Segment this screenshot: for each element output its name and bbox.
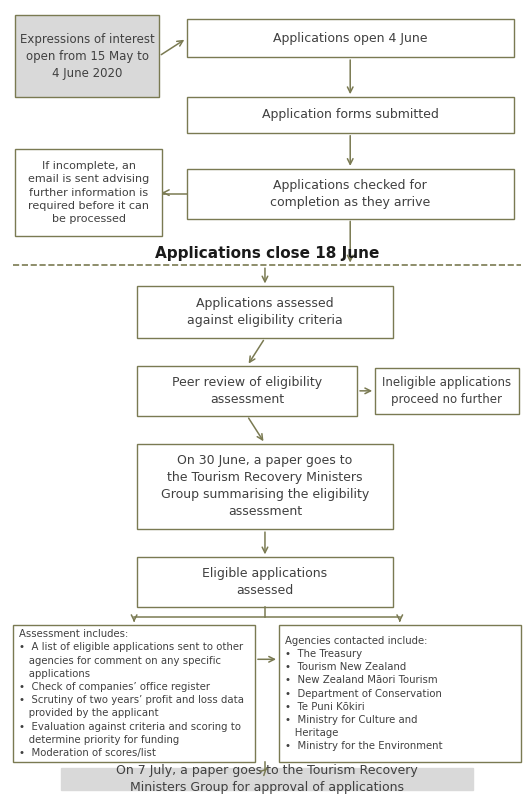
Text: Applications open 4 June: Applications open 4 June	[273, 32, 427, 45]
Bar	[137, 286, 393, 338]
Text: Applications checked for
completion as they arrive: Applications checked for completion as t…	[270, 178, 430, 209]
Bar	[187, 169, 514, 218]
Bar	[15, 15, 159, 97]
Bar	[13, 625, 255, 762]
Text: Expressions of interest
open from 15 May to
4 June 2020: Expressions of interest open from 15 May…	[20, 33, 154, 80]
Bar	[187, 19, 514, 57]
Bar	[375, 368, 519, 414]
Bar	[137, 444, 393, 530]
Text: Agencies contacted include:
•  The Treasury
•  Tourism New Zealand
•  New Zealan: Agencies contacted include: • The Treasu…	[285, 636, 443, 751]
Text: If incomplete, an
email is sent advising
further information is
required before : If incomplete, an email is sent advising…	[28, 162, 149, 224]
Text: Eligible applications
assessed: Eligible applications assessed	[202, 567, 328, 597]
Text: On 7 July, a paper goes to the Tourism Recovery
Ministers Group for approval of : On 7 July, a paper goes to the Tourism R…	[116, 764, 418, 794]
Bar	[279, 625, 521, 762]
Bar	[15, 149, 162, 237]
Text: Assessment includes:
•  A list of eligible applications sent to other
   agencie: Assessment includes: • A list of eligibl…	[19, 630, 244, 758]
Bar	[137, 557, 393, 607]
Text: Peer review of eligibility
assessment: Peer review of eligibility assessment	[172, 376, 322, 406]
Text: Applications close 18 June: Applications close 18 June	[155, 246, 379, 261]
Text: Application forms submitted: Application forms submitted	[262, 109, 439, 122]
Bar	[137, 366, 357, 416]
Text: On 30 June, a paper goes to
the Tourism Recovery Ministers
Group summarising the: On 30 June, a paper goes to the Tourism …	[161, 454, 369, 518]
Bar	[61, 768, 473, 790]
Text: Ineligible applications
proceed no further: Ineligible applications proceed no furth…	[383, 376, 511, 406]
Bar	[187, 97, 514, 133]
Text: Applications assessed
against eligibility criteria: Applications assessed against eligibilit…	[187, 297, 343, 327]
